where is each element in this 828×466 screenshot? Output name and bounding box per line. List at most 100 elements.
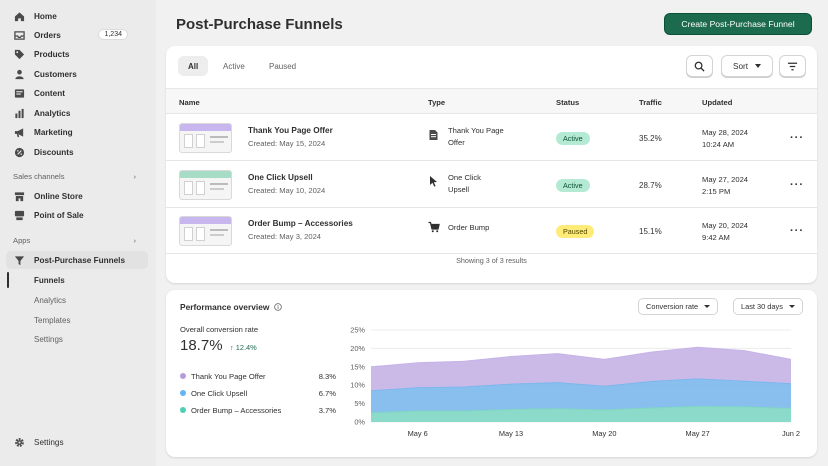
apps-section[interactable]: Apps › xyxy=(13,236,136,245)
date-range-select[interactable]: Last 30 days xyxy=(733,298,803,315)
traffic-value: 15.1% xyxy=(639,227,662,236)
legend-label: One Click Upsell xyxy=(191,388,248,398)
sidebar-item-marketing[interactable]: Marketing xyxy=(6,123,148,141)
performance-title-wrap: Performance overview xyxy=(180,302,283,312)
sidebar-item-label: Orders xyxy=(34,30,61,40)
updated-value: May 20, 2024 9:42 AM xyxy=(702,220,748,244)
filter-button[interactable] xyxy=(779,55,806,77)
overall-conversion-label: Overall conversion rate xyxy=(180,325,259,334)
create-funnel-button[interactable]: Create Post-Purchase Funnel xyxy=(664,13,812,35)
tab-all[interactable]: All xyxy=(178,56,209,76)
chart-icon xyxy=(13,107,25,119)
sidebar-subitem-templates[interactable]: Templates xyxy=(34,316,71,325)
gear-icon xyxy=(13,436,25,448)
more-actions-icon[interactable]: ··· xyxy=(790,225,804,237)
sidebar-item-home[interactable]: Home xyxy=(6,7,148,25)
legend-dot xyxy=(180,407,186,413)
orders-count-badge: 1,234 xyxy=(98,29,128,40)
sidebar-item-products[interactable]: Products xyxy=(6,45,148,63)
updated-value: May 28, 2024 10:24 AM xyxy=(702,127,748,151)
table-row[interactable]: Order Bump – Accessories Created: May 3,… xyxy=(166,208,817,254)
sidebar-item-online-store[interactable]: Online Store xyxy=(6,187,148,205)
sidebar-item-content[interactable]: Content xyxy=(6,84,148,102)
sidebar-subitem-funnels[interactable]: Funnels xyxy=(34,276,65,285)
content-icon xyxy=(13,87,25,99)
x-tick-label: Jun 2 xyxy=(782,429,800,438)
funnel-name[interactable]: Order Bump – Accessories xyxy=(248,219,353,228)
search-button[interactable] xyxy=(686,55,713,77)
column-header-type: Type xyxy=(428,98,446,107)
chevron-right-icon: › xyxy=(133,172,136,181)
funnel-thumbnail xyxy=(179,170,232,200)
main-content: Post-Purchase Funnels Create Post-Purcha… xyxy=(156,0,828,466)
sidebar-item-settings[interactable]: Settings xyxy=(6,433,148,451)
table-footer: Showing 3 of 3 results xyxy=(456,256,527,265)
funnel-name[interactable]: One Click Upsell xyxy=(248,173,313,182)
updated-time: 9:42 AM xyxy=(702,233,730,242)
sidebar-item-label: Point of Sale xyxy=(34,210,84,220)
more-actions-icon[interactable]: ··· xyxy=(790,132,804,144)
x-tick-label: May 13 xyxy=(499,429,523,438)
funnel-type: One Click Upsell xyxy=(448,172,518,196)
funnel-type-line: Thank You Page xyxy=(448,126,504,135)
column-header-status: Status xyxy=(556,98,580,107)
sidebar-item-orders[interactable]: Orders 1,234 xyxy=(6,26,148,44)
legend-dot xyxy=(180,390,186,396)
x-tick-label: May 6 xyxy=(408,429,428,438)
sidebar-subitem-settings[interactable]: Settings xyxy=(34,335,63,344)
table-row[interactable]: One Click Upsell Created: May 10, 2024 O… xyxy=(166,162,817,208)
funnel-type: Order Bump xyxy=(448,222,518,234)
home-icon xyxy=(13,10,25,22)
funnel-created: Created: May 15, 2024 xyxy=(248,139,326,148)
sidebar-item-label: Home xyxy=(34,11,57,21)
sidebar-item-label: Content xyxy=(34,88,65,98)
column-header-name: Name xyxy=(179,98,200,107)
status-badge: Active xyxy=(556,132,590,145)
status-badge: Active xyxy=(556,179,590,192)
sidebar-subitem-analytics[interactable]: Analytics xyxy=(34,296,67,305)
column-header-traffic: Traffic xyxy=(639,98,662,107)
updated-time: 10:24 AM xyxy=(702,140,735,149)
series-line xyxy=(370,346,792,368)
discount-icon xyxy=(13,146,25,158)
tab-active[interactable]: Active xyxy=(223,61,245,71)
sales-channels-section[interactable]: Sales channels › xyxy=(13,172,136,181)
x-tick-label: May 27 xyxy=(686,429,710,438)
sidebar-item-label: Products xyxy=(34,49,70,59)
filter-icon xyxy=(787,61,798,72)
sidebar-item-post-purchase-funnels[interactable]: Post-Purchase Funnels xyxy=(6,251,148,269)
funnel-type-line: Offer xyxy=(448,138,465,147)
sidebar-item-label: Discounts xyxy=(34,147,74,157)
table-row[interactable]: Thank You Page Offer Created: May 15, 20… xyxy=(166,115,817,161)
funnel-type: Thank You Page Offer xyxy=(448,125,518,149)
series-line xyxy=(370,378,792,392)
y-tick-label: 20% xyxy=(350,344,365,353)
legend-item: Thank You Page Offer 8.3% xyxy=(180,370,336,382)
sidebar-item-discounts[interactable]: Discounts xyxy=(6,143,148,161)
more-actions-icon[interactable]: ··· xyxy=(790,179,804,191)
sidebar-item-analytics[interactable]: Analytics xyxy=(6,104,148,122)
funnels-table-card: All Active Paused Sort Name Type Status … xyxy=(166,46,817,283)
table-header: Name Type Status Traffic Updated xyxy=(166,88,817,114)
sidebar-item-point-of-sale[interactable]: Point of Sale xyxy=(6,206,148,224)
sidebar-item-label: Customers xyxy=(34,69,77,79)
metric-select-value: Conversion rate xyxy=(646,302,699,311)
sidebar-item-label: Marketing xyxy=(34,127,73,137)
conversion-area-chart: 0% 5% 10% 15% 20% 25% May 6 May 13 May 20 May 27 J… xyxy=(350,326,800,439)
cursor-icon xyxy=(428,175,440,187)
sort-button[interactable]: Sort xyxy=(721,55,773,77)
funnel-type-line: One Click xyxy=(448,173,481,182)
tab-paused[interactable]: Paused xyxy=(269,61,297,71)
caret-down-icon xyxy=(704,305,711,308)
column-header-updated: Updated xyxy=(702,98,733,107)
funnel-type-line: Order Bump xyxy=(448,223,490,232)
funnel-thumbnail xyxy=(179,216,232,246)
sidebar-item-customers[interactable]: Customers xyxy=(6,65,148,83)
info-icon[interactable] xyxy=(274,303,283,311)
metric-select[interactable]: Conversion rate xyxy=(638,298,719,315)
funnel-name[interactable]: Thank You Page Offer xyxy=(248,126,333,135)
area-series xyxy=(371,406,791,422)
performance-card: Performance overview Conversion rate Las… xyxy=(166,290,817,457)
apps-label: Apps xyxy=(13,236,31,245)
traffic-value: 35.2% xyxy=(639,134,662,143)
